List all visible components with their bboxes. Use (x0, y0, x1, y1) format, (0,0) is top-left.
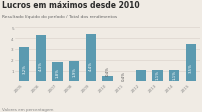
Text: 1,1%: 1,1% (156, 69, 160, 79)
Text: 1,9%: 1,9% (72, 67, 76, 77)
Bar (136, 70, 146, 82)
Bar (186, 44, 196, 82)
Bar (169, 70, 179, 82)
Text: 0,4%: 0,4% (106, 66, 109, 75)
Bar (86, 34, 96, 82)
Bar (19, 47, 29, 82)
Text: 3,5%: 3,5% (189, 63, 193, 72)
Text: 1,8%: 1,8% (56, 67, 60, 77)
Text: 3,2%: 3,2% (22, 63, 26, 73)
Bar (152, 70, 163, 82)
Text: 1,1%: 1,1% (172, 69, 176, 79)
Text: 0,4%: 0,4% (122, 70, 126, 80)
Text: Resultado líquido do período / Total dos rendimentos: Resultado líquido do período / Total dos… (2, 15, 117, 18)
Text: Lucros em máximos desde 2010: Lucros em máximos desde 2010 (2, 1, 140, 10)
Bar (119, 81, 129, 82)
Bar (102, 76, 113, 82)
Bar (69, 61, 79, 82)
Bar (53, 62, 63, 82)
Bar (36, 36, 46, 82)
Text: 4,3%: 4,3% (39, 60, 43, 70)
Text: 4,4%: 4,4% (89, 60, 93, 70)
Text: Valores em percentagem: Valores em percentagem (2, 107, 54, 111)
